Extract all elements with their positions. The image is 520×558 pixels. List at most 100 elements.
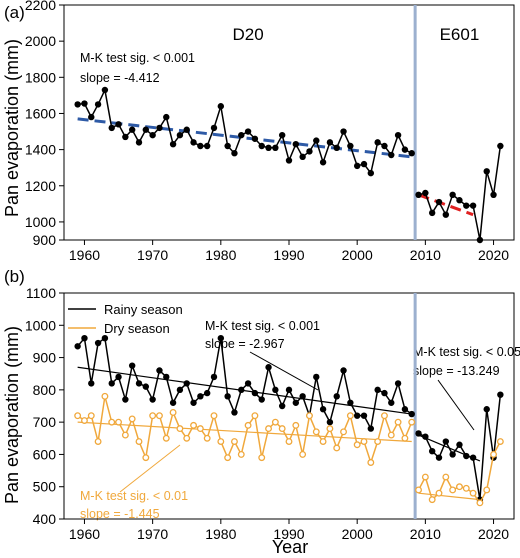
data-point-a — [244, 128, 252, 135]
data-point-b — [265, 364, 272, 371]
data-point-b — [360, 412, 368, 419]
data-point-b — [299, 450, 307, 458]
data-point-b — [353, 441, 361, 449]
data-point-b — [149, 412, 157, 420]
period-label-e601: E601 — [440, 25, 480, 44]
data-point-a — [490, 191, 497, 199]
data-point-b — [415, 430, 422, 437]
slope-annotation-a: slope = -4.412 — [80, 71, 160, 85]
series-line-a-0 — [77, 87, 413, 175]
trend-line-b — [418, 492, 480, 501]
x-tick-label-b: 2010 — [410, 526, 441, 542]
y-axis-title-b: Pan evaporation (mm) — [2, 326, 22, 504]
y-tick-label-b: 500 — [33, 479, 57, 495]
data-point-b — [251, 412, 259, 420]
data-point-b — [190, 421, 197, 429]
data-point-b — [346, 412, 354, 420]
data-point-b — [387, 431, 395, 439]
data-point-b — [469, 454, 477, 461]
x-tick-label-b: 1990 — [273, 526, 304, 542]
x-tick-label-b: 2020 — [478, 526, 509, 542]
data-point-b — [313, 373, 320, 381]
data-point-a — [210, 124, 218, 132]
x-tick-label-a: 2000 — [342, 247, 373, 263]
data-point-b — [238, 386, 245, 394]
data-point-a — [353, 162, 361, 170]
data-point-b — [449, 451, 456, 458]
data-point-b — [367, 425, 375, 432]
data-point-b — [94, 438, 102, 445]
data-point-a — [81, 100, 88, 107]
y-tick-label-a: 1400 — [25, 142, 56, 158]
data-point-a — [278, 131, 286, 139]
data-point-b — [74, 343, 81, 350]
x-tick-label-a: 2010 — [410, 247, 441, 263]
data-point-a — [231, 150, 238, 157]
data-point-a — [497, 142, 504, 150]
data-point-a — [401, 146, 409, 153]
x-tick-label-b: 2000 — [342, 526, 373, 542]
plot-area-b: 400 500 600 700 800 900 1000 1100 1960 1970 1980 19… — [25, 285, 515, 542]
data-point-a — [285, 157, 293, 164]
data-point-a — [169, 140, 177, 148]
data-point-b — [483, 406, 490, 413]
data-point-b — [271, 418, 279, 426]
data-point-b — [319, 406, 327, 413]
data-point-b — [442, 473, 450, 481]
data-point-b — [81, 335, 88, 342]
data-point-b — [210, 412, 218, 420]
data-point-b — [347, 399, 354, 406]
data-point-b — [149, 396, 156, 403]
data-point-b — [135, 380, 143, 387]
legend: Rainy season Dry season — [68, 302, 183, 336]
data-point-b — [101, 392, 109, 400]
data-point-b — [142, 454, 150, 462]
x-tick-label-b: 1960 — [69, 526, 100, 542]
y-tick-label-b: 1000 — [25, 317, 56, 333]
data-point-a — [94, 101, 102, 108]
data-point-b — [428, 448, 436, 455]
panel-label-a: (a) — [4, 3, 25, 22]
data-point-b — [469, 489, 477, 497]
data-point-b — [428, 496, 436, 504]
data-point-a — [190, 139, 197, 146]
x-tick-label-a: 1980 — [205, 247, 236, 263]
data-point-a — [306, 148, 313, 155]
data-point-b — [462, 484, 470, 492]
data-point-a — [101, 86, 109, 94]
data-point-b — [374, 386, 381, 394]
data-point-b — [156, 412, 163, 420]
data-point-a — [163, 113, 170, 121]
data-point-b — [121, 431, 129, 439]
x-axis-title: Year — [272, 537, 308, 557]
y-tick-label-a: 1200 — [25, 178, 56, 194]
data-point-b — [258, 396, 265, 403]
period-label-d20: D20 — [232, 25, 263, 44]
y-tick-label-b: 700 — [33, 414, 57, 430]
legend-label-rainy: Rainy season — [104, 302, 183, 317]
series-line-a-1 — [418, 145, 502, 241]
data-point-b — [176, 425, 184, 433]
data-point-a — [292, 140, 300, 148]
data-point-a — [367, 169, 375, 177]
data-point-b — [497, 391, 504, 398]
data-point-b — [435, 489, 443, 497]
data-point-b — [456, 483, 463, 491]
data-point-b — [224, 393, 231, 400]
data-point-b — [306, 412, 313, 420]
data-point-b — [224, 454, 232, 462]
data-point-a — [251, 135, 259, 142]
data-point-b — [210, 373, 218, 381]
data-point-b — [353, 412, 361, 419]
data-point-a — [74, 101, 81, 108]
y-tick-label-a: 2200 — [25, 0, 56, 13]
data-point-b — [319, 438, 327, 445]
data-point-b — [115, 373, 122, 381]
data-point-a — [258, 142, 265, 150]
series-line-b-2 — [77, 396, 413, 465]
data-point-a — [88, 113, 95, 121]
data-point-b — [408, 410, 415, 418]
data-point-a — [360, 160, 368, 168]
y-tick-label-a: 1600 — [25, 105, 56, 121]
